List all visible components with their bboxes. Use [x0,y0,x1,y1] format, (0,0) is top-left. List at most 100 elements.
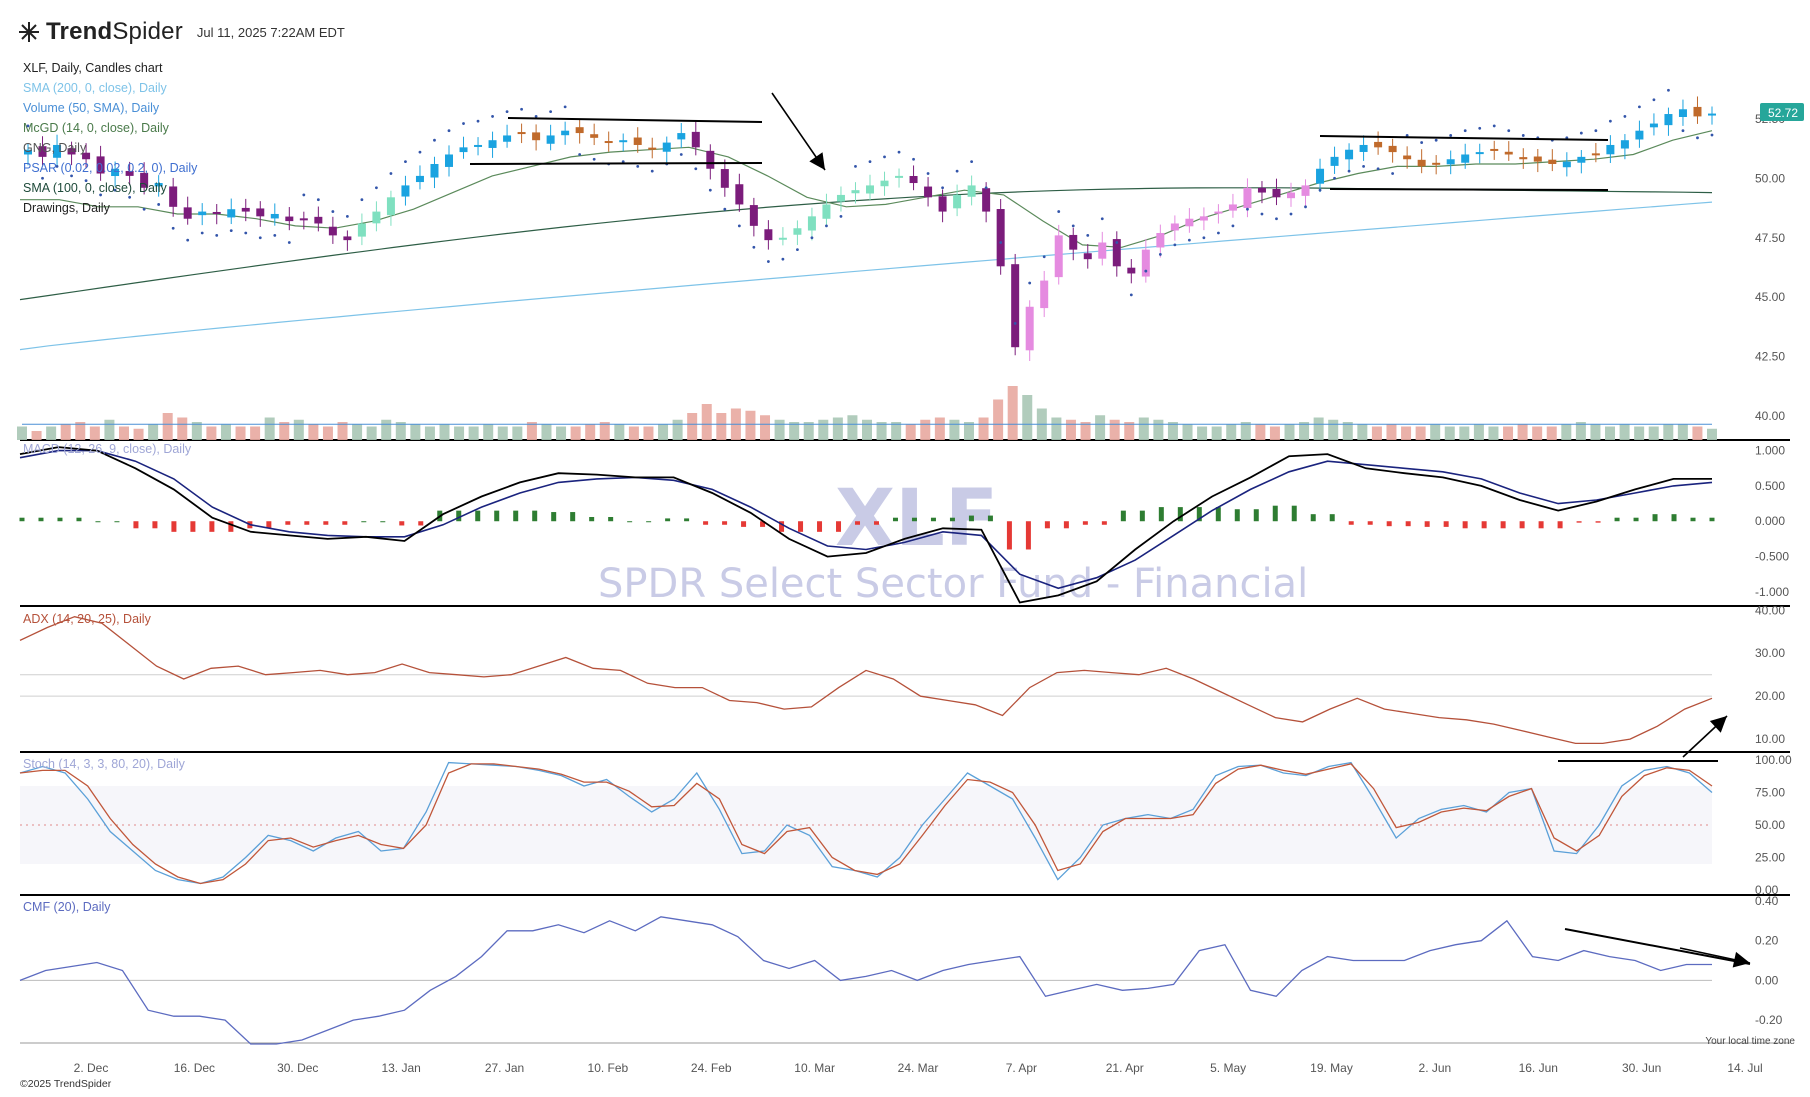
volume-bar [264,417,275,440]
volume-bar [1488,426,1499,440]
macd-histogram-bar [1538,521,1544,529]
candle-body [1185,218,1194,227]
psar-dot [316,198,320,202]
legend-item[interactable]: XLF, Daily, Candles chart [23,61,163,75]
psar-dot [825,224,828,228]
macd-histogram-bar [703,521,709,525]
legend-item[interactable]: McGD (14, 0, close), Daily [23,121,169,135]
volume-bar [1575,422,1586,440]
macd-tick-label: -0.500 [1755,550,1789,564]
candle-body [53,144,62,158]
macd-histogram-bar [779,521,785,532]
macd-histogram-bar [532,510,538,522]
macd-histogram-bar [380,521,386,523]
candle-body [880,180,889,187]
adx-label[interactable]: ADX (14, 20, 25), Daily [23,612,151,626]
psar-dot [1144,269,1148,273]
psar-dot [229,229,233,233]
volume-bar [206,426,217,440]
volume-bar [118,426,129,440]
macd-histogram-bar [665,518,671,522]
candle-body [198,211,207,216]
stoch-d-line [19,763,1713,885]
candle-body [82,152,91,160]
psar-dot [287,241,291,244]
candle-body [1548,159,1557,164]
legend-item[interactable]: SMA (200, 0, close), Daily [23,81,167,95]
macd-tick-label: -1.000 [1755,585,1789,599]
volume-bar [556,426,567,440]
psar-dot [447,129,451,133]
macd-label[interactable]: MACD (12, 26, 9, close), Daily [23,442,192,456]
psar-dot [868,160,872,164]
psar-dot [1347,169,1351,173]
psar-dot [26,124,30,128]
psar-dot [1028,281,1032,285]
legend-item[interactable]: Volume (50, SMA), Daily [23,101,160,115]
candle-body [517,132,526,135]
volume-bar [993,399,1004,440]
volume-bar [75,422,86,440]
macd-histogram-bar [57,517,63,522]
volume-bar [1590,424,1601,440]
x-tick-label: 13. Jan [381,1061,420,1075]
volume-bar [1648,426,1659,440]
cmf-label[interactable]: CMF (20), Daily [23,900,111,914]
psar-dot [1275,217,1278,221]
candle-body [1141,249,1150,277]
macd-histogram-bar [418,521,424,526]
macd-line [19,446,1712,604]
stoch-tick-label: 75.00 [1755,786,1785,800]
adx-tick-label: 40.00 [1755,603,1785,617]
timezone-note[interactable]: Your local time zone [1705,1036,1795,1047]
adx-tick-label: 20.00 [1755,689,1785,703]
candle-body [503,135,512,142]
stoch-label[interactable]: Stoch (14, 3, 3, 80, 20), Daily [23,757,185,771]
macd-histogram-bar [949,517,955,522]
psar-dot [1318,188,1322,192]
psar-dot [389,172,393,175]
legend-item[interactable]: PSAR (0.02, 0.02, 0.2, 0), Daily [23,161,198,175]
psar-dot [883,155,886,159]
volume-bar [483,424,494,440]
psar-dot [650,169,654,173]
volume-bar [337,422,348,440]
candle-body [1403,155,1412,160]
candle-body [1678,109,1687,117]
volume-bar [31,431,42,440]
arrow-drawing-head [1709,716,1727,733]
legend-item[interactable]: SMA (100, 0, close), Daily [23,181,167,195]
macd-tick-label: 0.000 [1755,514,1785,528]
volume-bar [891,422,902,440]
psar-dot [999,241,1003,244]
volume-bar [1124,422,1135,440]
trendspider-logo[interactable]: Trend Spider [18,18,183,46]
volume-bar [60,424,71,440]
macd-histogram-bar [1310,514,1316,522]
volume-bar [920,419,931,440]
legend-item[interactable]: GNG, Daily [23,141,87,155]
macd-histogram-bar [722,521,728,525]
legend-item[interactable]: Drawings, Daily [23,201,110,215]
watermark-name: SPDR Select Sector Fund - Financial [598,561,1308,607]
volume-bar [1459,426,1470,440]
candle-body [140,172,149,188]
macd-histogram-bar [1690,517,1696,522]
macd-histogram-bar [38,517,44,522]
macd-histogram-bar [1576,521,1582,523]
macd-histogram-bar [968,515,974,522]
volume-bar [1342,422,1353,440]
volume-bar [1051,417,1062,440]
cmf-tick-label: 0.00 [1755,973,1779,987]
candle-body [1693,106,1702,117]
macd-histogram-bar [1215,507,1221,522]
macd-histogram-bar [1633,517,1639,522]
macd-histogram-bar [1443,521,1449,527]
price-tag-value: 52.72 [1768,106,1798,120]
mcgd-line [20,130,1713,248]
volume-bar [439,424,450,440]
volume-bar [1109,419,1120,440]
volume-bar [1430,424,1441,440]
